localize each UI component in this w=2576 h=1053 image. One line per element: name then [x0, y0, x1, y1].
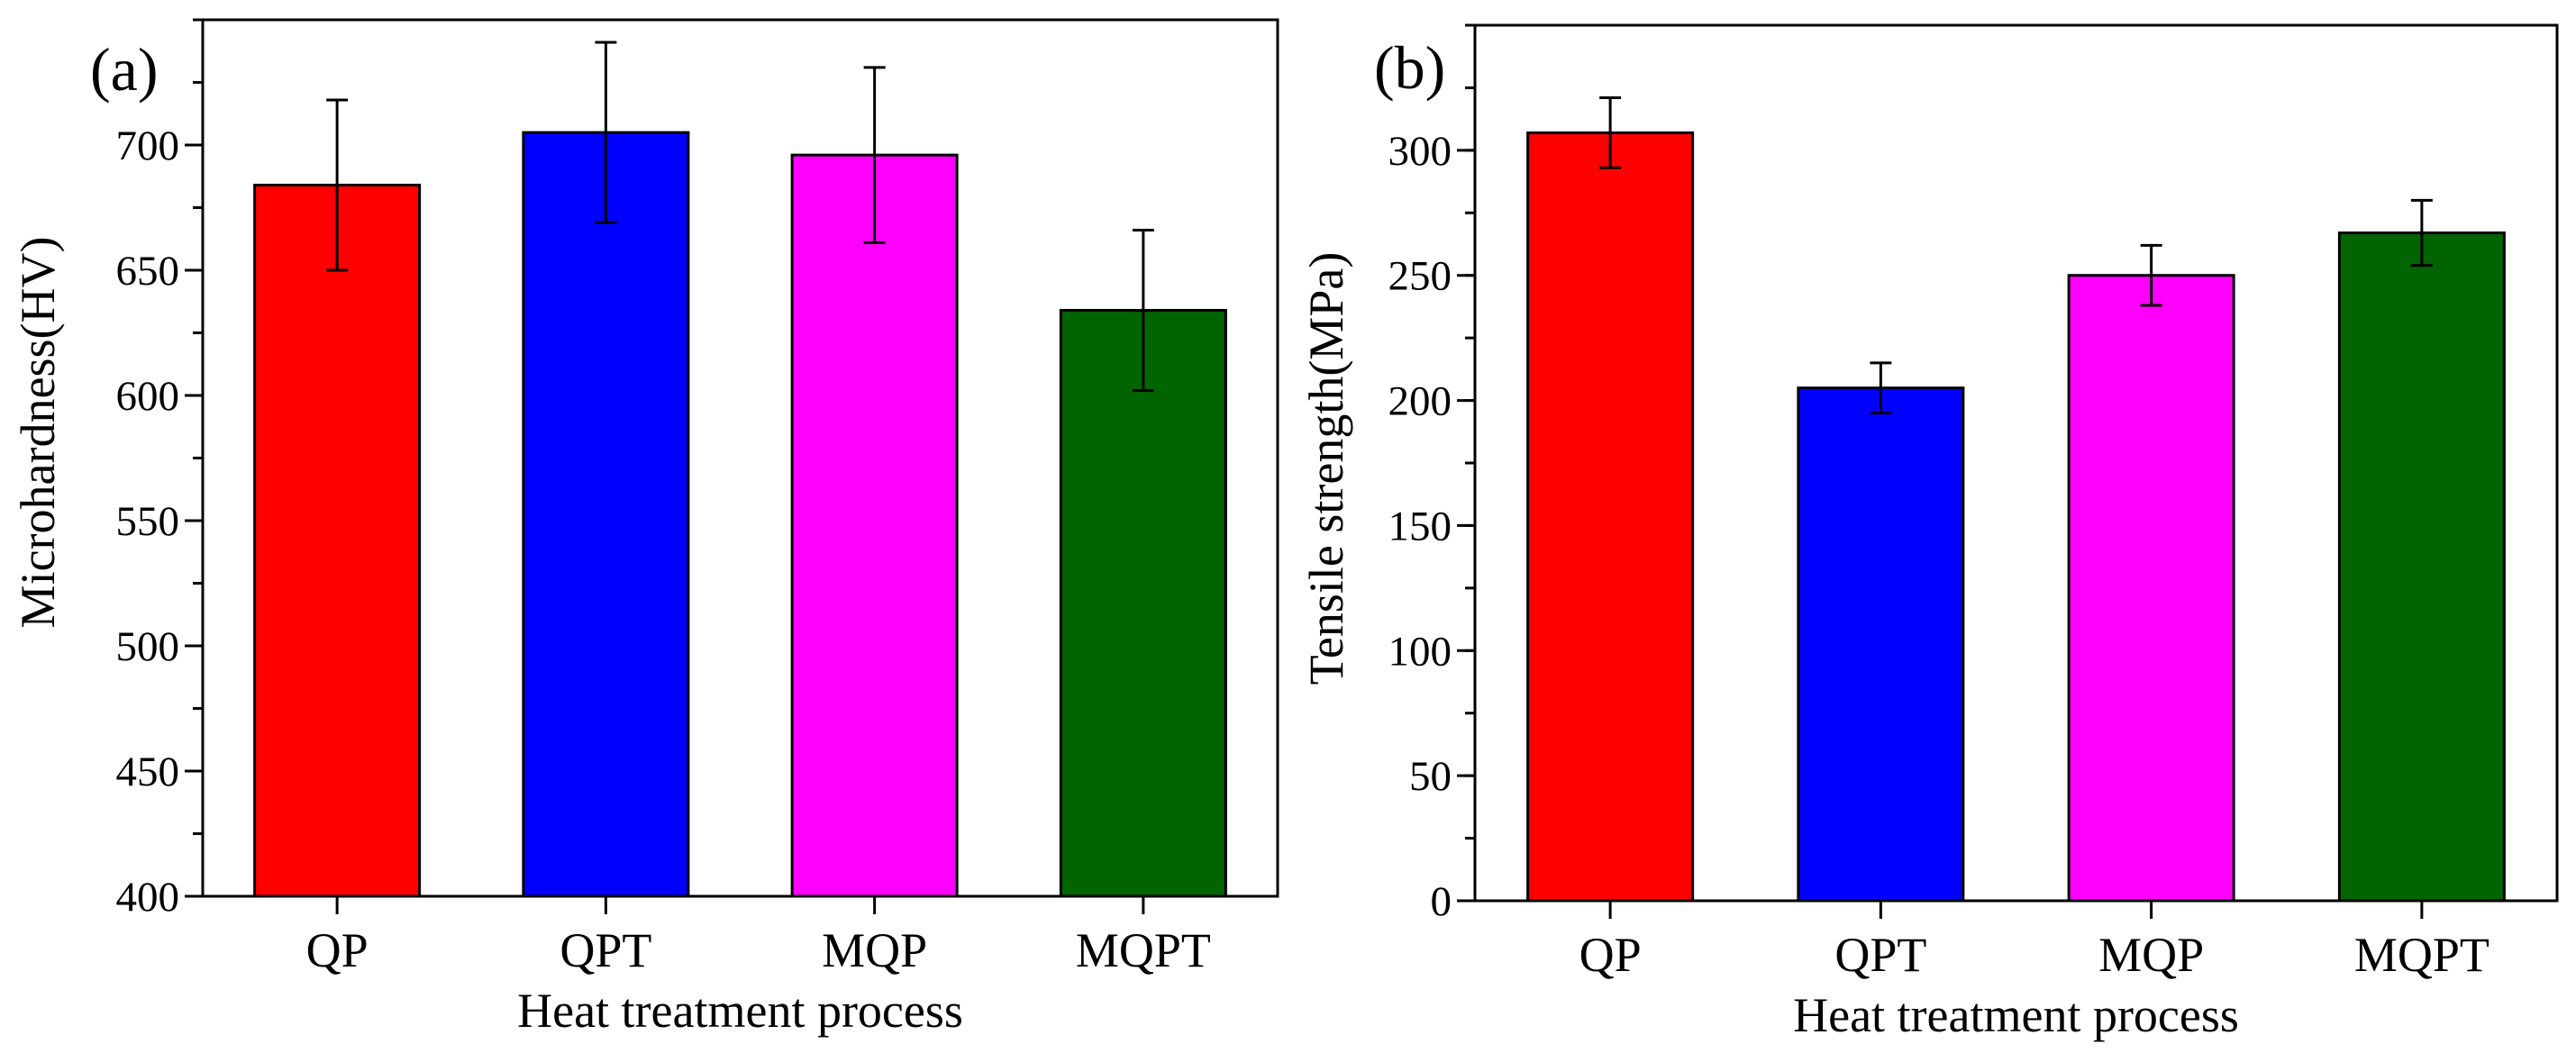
error-bar-qpt: [1870, 361, 1892, 414]
y-tick-label: 0: [1431, 878, 1452, 925]
y-tick-label: 250: [1388, 253, 1452, 300]
y-tick-label: 200: [1388, 378, 1452, 425]
y-axis-label: Tensile strength(MPa): [1299, 252, 1353, 685]
error-bar-qp: [1599, 96, 1622, 169]
y-tick-label: 600: [116, 373, 180, 420]
panel-label: (b): [1374, 33, 1445, 102]
x-tick-label-qpt: QPT: [1834, 928, 1926, 982]
error-bar-mqp: [2140, 243, 2162, 307]
x-tick-label-qp: QP: [306, 923, 369, 977]
bar-qpt: [1797, 386, 1965, 903]
error-bar-qpt: [595, 41, 617, 224]
y-tick-label: 150: [1388, 503, 1452, 549]
chart-panel-b: 0 50 100 150 200 250 300 QP QPT MQP MQPT Heat treat…: [1299, 23, 2559, 1042]
bar-mqpt: [1059, 308, 1227, 898]
x-tick-label-mqp: MQP: [2098, 928, 2204, 982]
y-tick-label: 300: [1388, 128, 1452, 175]
y-tick-label: 50: [1409, 753, 1452, 800]
x-tick-label-mqp: MQP: [822, 923, 927, 977]
y-tick-label: 500: [116, 623, 180, 670]
x-axis-label: Heat treatment process: [1793, 988, 2239, 1042]
error-bar-mqpt: [2410, 198, 2433, 268]
x-tick-label-mqpt: MQPT: [2354, 928, 2490, 982]
y-tick-label: 400: [116, 874, 180, 921]
x-axis-label: Heat treatment process: [517, 984, 963, 1038]
y-tick-label: 550: [116, 498, 180, 545]
error-bar-qp: [326, 98, 349, 272]
panel-label: (a): [90, 35, 158, 104]
x-tick-label-qpt: QPT: [560, 923, 651, 977]
y-tick-label: 650: [116, 248, 180, 295]
bar-mqp: [790, 153, 959, 898]
x-tick-label-mqpt: MQPT: [1076, 923, 1211, 977]
bar-qpt: [522, 131, 690, 898]
error-bar-mqp: [863, 66, 886, 244]
bar-mqpt: [2337, 231, 2506, 903]
error-bar-mqpt: [1132, 229, 1154, 392]
bar-qp: [1526, 131, 1695, 903]
y-axis-label: Microhardness(HV): [11, 237, 65, 629]
bar-mqp: [2067, 274, 2235, 903]
y-tick-label: 700: [116, 123, 180, 169]
y-tick-label: 100: [1388, 628, 1452, 675]
bar-qp: [253, 183, 422, 898]
x-tick-label-qp: QP: [1579, 928, 1642, 982]
chart-panel-a: 400 450 500 550 600 650 700 QP QPT MQP MQPT Heat tr…: [11, 18, 1279, 1038]
y-tick-label: 450: [116, 749, 180, 795]
